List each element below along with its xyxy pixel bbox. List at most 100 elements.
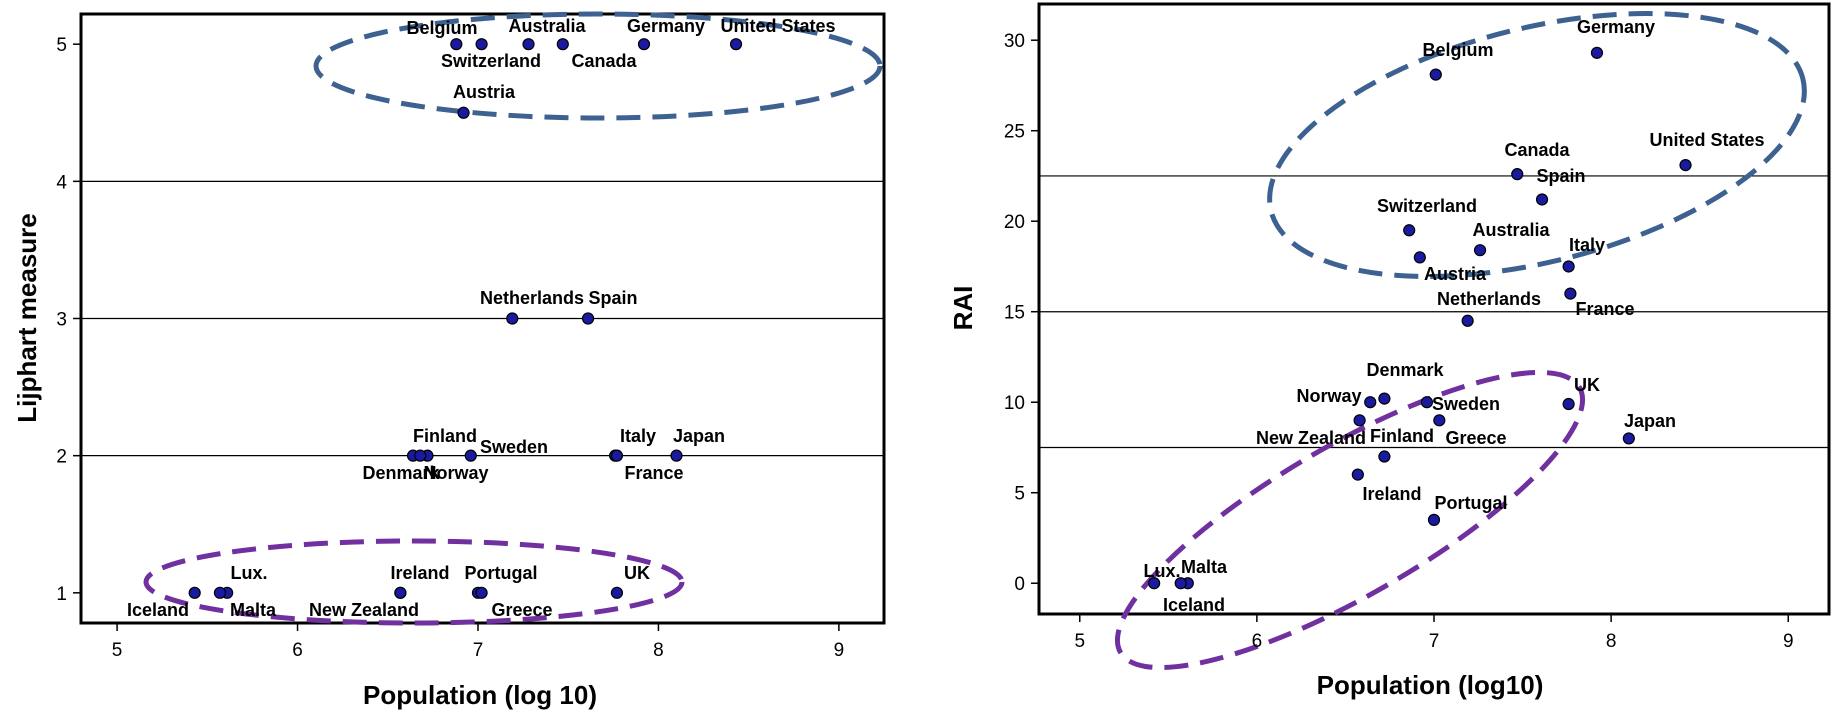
data-point-netherlands bbox=[1461, 314, 1474, 327]
y-tick-label: 1 bbox=[56, 584, 67, 605]
point-label-finland: Finland bbox=[1370, 426, 1434, 446]
data-point-iceland bbox=[188, 586, 201, 599]
data-point-france bbox=[1564, 287, 1577, 300]
point-label-greece: Greece bbox=[1445, 428, 1506, 448]
point-label-belgium: Belgium bbox=[1422, 40, 1493, 60]
data-point-ireland bbox=[394, 586, 407, 599]
point-label-australia: Australia bbox=[1472, 220, 1550, 240]
left-scatter-panel: 5 6 7 8 9 1 2 3 4 5 Population (log 10) Lijphart me… bbox=[12, 11, 886, 710]
point-label-united-states: United States bbox=[1649, 130, 1764, 150]
point-label-spain: Spain bbox=[588, 288, 637, 308]
data-point-australia bbox=[1473, 244, 1487, 257]
point-label-denmark: Denmark bbox=[362, 463, 440, 483]
data-point-switzerland bbox=[450, 38, 463, 51]
point-label-iceland: Iceland bbox=[127, 600, 189, 620]
point-label-portugal: Portugal bbox=[1434, 493, 1507, 513]
y-tick-label: 5 bbox=[1014, 484, 1025, 505]
point-label-new-zealand: New Zealand bbox=[1256, 428, 1366, 448]
data-point-new-zealand bbox=[1353, 414, 1366, 427]
x-axis-title: Population (log10) bbox=[1317, 670, 1544, 700]
point-label-italy: Italy bbox=[1569, 235, 1605, 255]
top-group-ellipse bbox=[313, 11, 883, 121]
data-point-united-states bbox=[729, 38, 743, 51]
bottom-group-ellipse bbox=[143, 538, 685, 626]
point-label-austria: Austria bbox=[1424, 264, 1487, 284]
data-point-austria bbox=[1413, 251, 1426, 264]
data-point-japan bbox=[1622, 432, 1635, 445]
point-label-canada: Canada bbox=[571, 51, 637, 71]
data-point-finland bbox=[1378, 450, 1391, 463]
top-group-ellipse bbox=[1267, 11, 1807, 279]
data-point-germany bbox=[637, 38, 651, 51]
point-label-japan: Japan bbox=[1624, 411, 1676, 431]
data-point-greece bbox=[1433, 414, 1446, 427]
data-point-spain bbox=[581, 312, 595, 325]
data-point-uk bbox=[1562, 397, 1575, 411]
point-label-uk: UK bbox=[1574, 375, 1600, 395]
point-label-lux: Lux. bbox=[230, 563, 267, 583]
point-label-australia: Australia bbox=[508, 16, 586, 36]
data-point-norway bbox=[1364, 396, 1377, 409]
x-tick-label: 8 bbox=[1606, 631, 1617, 652]
point-label-lux: Lux. bbox=[1143, 561, 1180, 581]
y-tick-label: 4 bbox=[56, 172, 67, 193]
point-label-finland: Finland bbox=[413, 426, 477, 446]
data-point-norway bbox=[414, 449, 427, 462]
data-point-canada bbox=[1511, 168, 1524, 181]
y-tick-label: 3 bbox=[56, 310, 67, 331]
y-axis-title: RAI bbox=[948, 286, 978, 331]
x-tick-label: 5 bbox=[1074, 631, 1085, 652]
y-tick-label: 25 bbox=[1004, 122, 1025, 143]
point-label-norway: Norway bbox=[423, 463, 488, 483]
right-scatter-panel: 5 6 7 8 9 0 5 10 15 20 25 30 Population (log10) RAI Ge… bbox=[948, 2, 1831, 700]
point-label-italy: Italy bbox=[620, 426, 656, 446]
y-axis-title: Lijphart measure bbox=[12, 213, 42, 423]
y-tick-label: 20 bbox=[1004, 212, 1025, 233]
data-point-iceland bbox=[1174, 577, 1187, 590]
point-label-france: France bbox=[1575, 299, 1634, 319]
data-point-italy bbox=[1562, 260, 1575, 273]
data-point-portugal bbox=[1427, 513, 1441, 526]
point-label-norway: Norway bbox=[1296, 386, 1361, 406]
x-tick-label: 7 bbox=[473, 640, 484, 661]
data-point-australia bbox=[522, 38, 535, 51]
point-label-switzerland: Switzerland bbox=[1377, 196, 1477, 216]
data-point-france bbox=[610, 449, 624, 462]
x-axis-title: Population (log 10) bbox=[363, 680, 597, 710]
point-label-switzerland: Switzerland bbox=[441, 51, 541, 71]
point-label-canada: Canada bbox=[1504, 140, 1570, 160]
point-label-sweden: Sweden bbox=[1432, 394, 1500, 414]
point-label-portugal: Portugal bbox=[464, 563, 537, 583]
data-point-germany bbox=[1590, 46, 1604, 59]
data-point-spain bbox=[1535, 193, 1549, 206]
y-tick-label: 10 bbox=[1004, 393, 1025, 414]
data-point-belgium bbox=[475, 38, 488, 51]
point-label-sweden: Sweden bbox=[480, 437, 548, 457]
data-point-united-states bbox=[1679, 158, 1692, 172]
point-label-united-states: United States bbox=[720, 16, 835, 36]
point-label-belgium: Belgium bbox=[406, 18, 477, 38]
point-label-netherlands: Netherlands bbox=[1437, 289, 1541, 309]
point-label-ireland: Ireland bbox=[390, 563, 449, 583]
point-label-france: France bbox=[624, 463, 683, 483]
data-point-uk bbox=[610, 586, 624, 599]
data-point-austria bbox=[457, 106, 470, 119]
point-label-malta: Malta bbox=[230, 600, 277, 620]
point-label-new-zealand: New Zealand bbox=[309, 600, 419, 620]
data-point-canada bbox=[556, 38, 569, 51]
data-point-sweden bbox=[464, 449, 477, 462]
x-tick-label: 7 bbox=[1429, 631, 1440, 652]
y-tick-label: 0 bbox=[1014, 574, 1025, 595]
data-point-sweden bbox=[1420, 396, 1434, 409]
x-tick-label: 8 bbox=[653, 640, 664, 661]
x-tick-label: 6 bbox=[292, 640, 303, 661]
y-tick-label: 2 bbox=[56, 447, 67, 468]
y-tick-label: 5 bbox=[56, 35, 67, 56]
point-label-germany: Germany bbox=[1577, 17, 1655, 37]
data-point-lux bbox=[1148, 577, 1161, 590]
x-tick-label: 9 bbox=[1783, 631, 1794, 652]
data-point-denmark bbox=[1378, 392, 1391, 405]
x-tick-label: 6 bbox=[1252, 631, 1263, 652]
bottom-group-ellipse bbox=[1114, 369, 1586, 671]
